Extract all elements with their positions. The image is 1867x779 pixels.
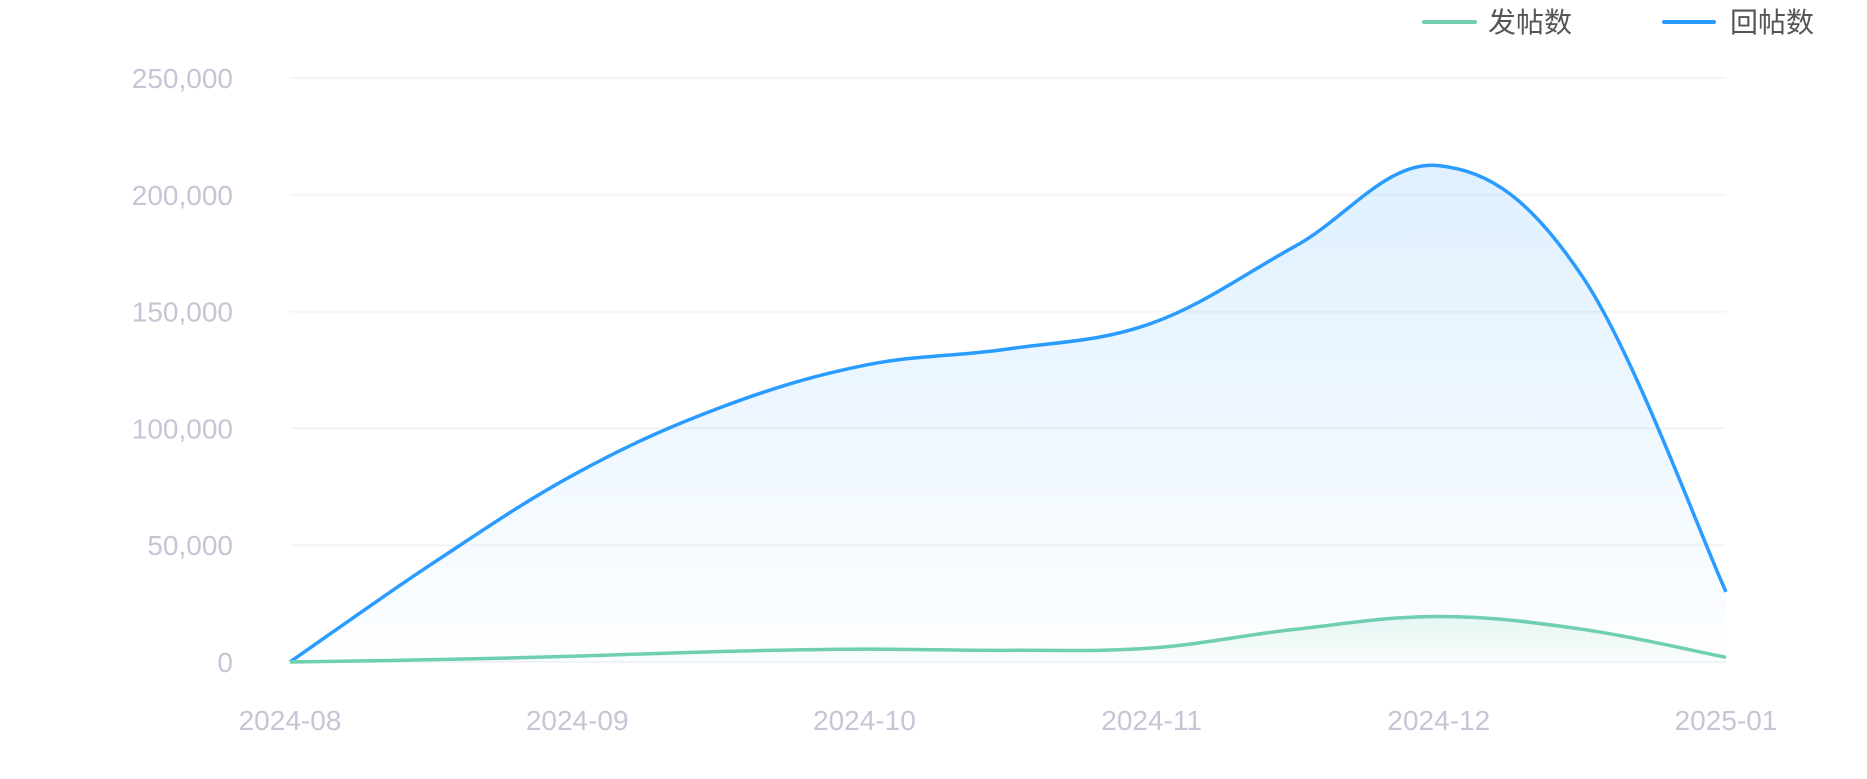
x-axis: 2024-08 2024-09 2024-10 2024-11 2024-12 2025-… — [239, 705, 1778, 736]
y-tick-label: 100,000 — [132, 413, 233, 444]
x-tick-label: 2024-10 — [813, 705, 916, 736]
x-tick-label: 2024-11 — [1101, 705, 1202, 736]
x-tick-label: 2024-08 — [239, 705, 342, 736]
legend: 发帖数 回帖数 — [1422, 7, 1814, 38]
x-tick-label: 2024-09 — [526, 705, 629, 736]
legend-item-replies[interactable]: 回帖数 — [1662, 7, 1814, 38]
area-replies — [290, 165, 1726, 662]
y-axis: 0 50,000 100,000 150,000 200,000 250,000 — [132, 63, 233, 678]
y-tick-label: 50,000 — [147, 530, 233, 561]
y-tick-label: 200,000 — [132, 180, 233, 211]
legend-item-posts[interactable]: 发帖数 — [1422, 7, 1572, 38]
line-replies[interactable] — [289, 163, 1728, 664]
y-tick-label: 0 — [217, 647, 233, 678]
y-tick-label: 150,000 — [132, 297, 233, 328]
area-posts — [290, 616, 1726, 662]
y-tick-label: 250,000 — [132, 63, 233, 94]
x-tick-label: 2024-12 — [1387, 705, 1490, 736]
series-group — [289, 163, 1728, 664]
legend-label-replies: 回帖数 — [1730, 7, 1814, 38]
x-tick-label: 2025-01 — [1675, 705, 1778, 736]
legend-label-posts: 发帖数 — [1488, 7, 1572, 38]
line-posts[interactable] — [289, 614, 1727, 664]
